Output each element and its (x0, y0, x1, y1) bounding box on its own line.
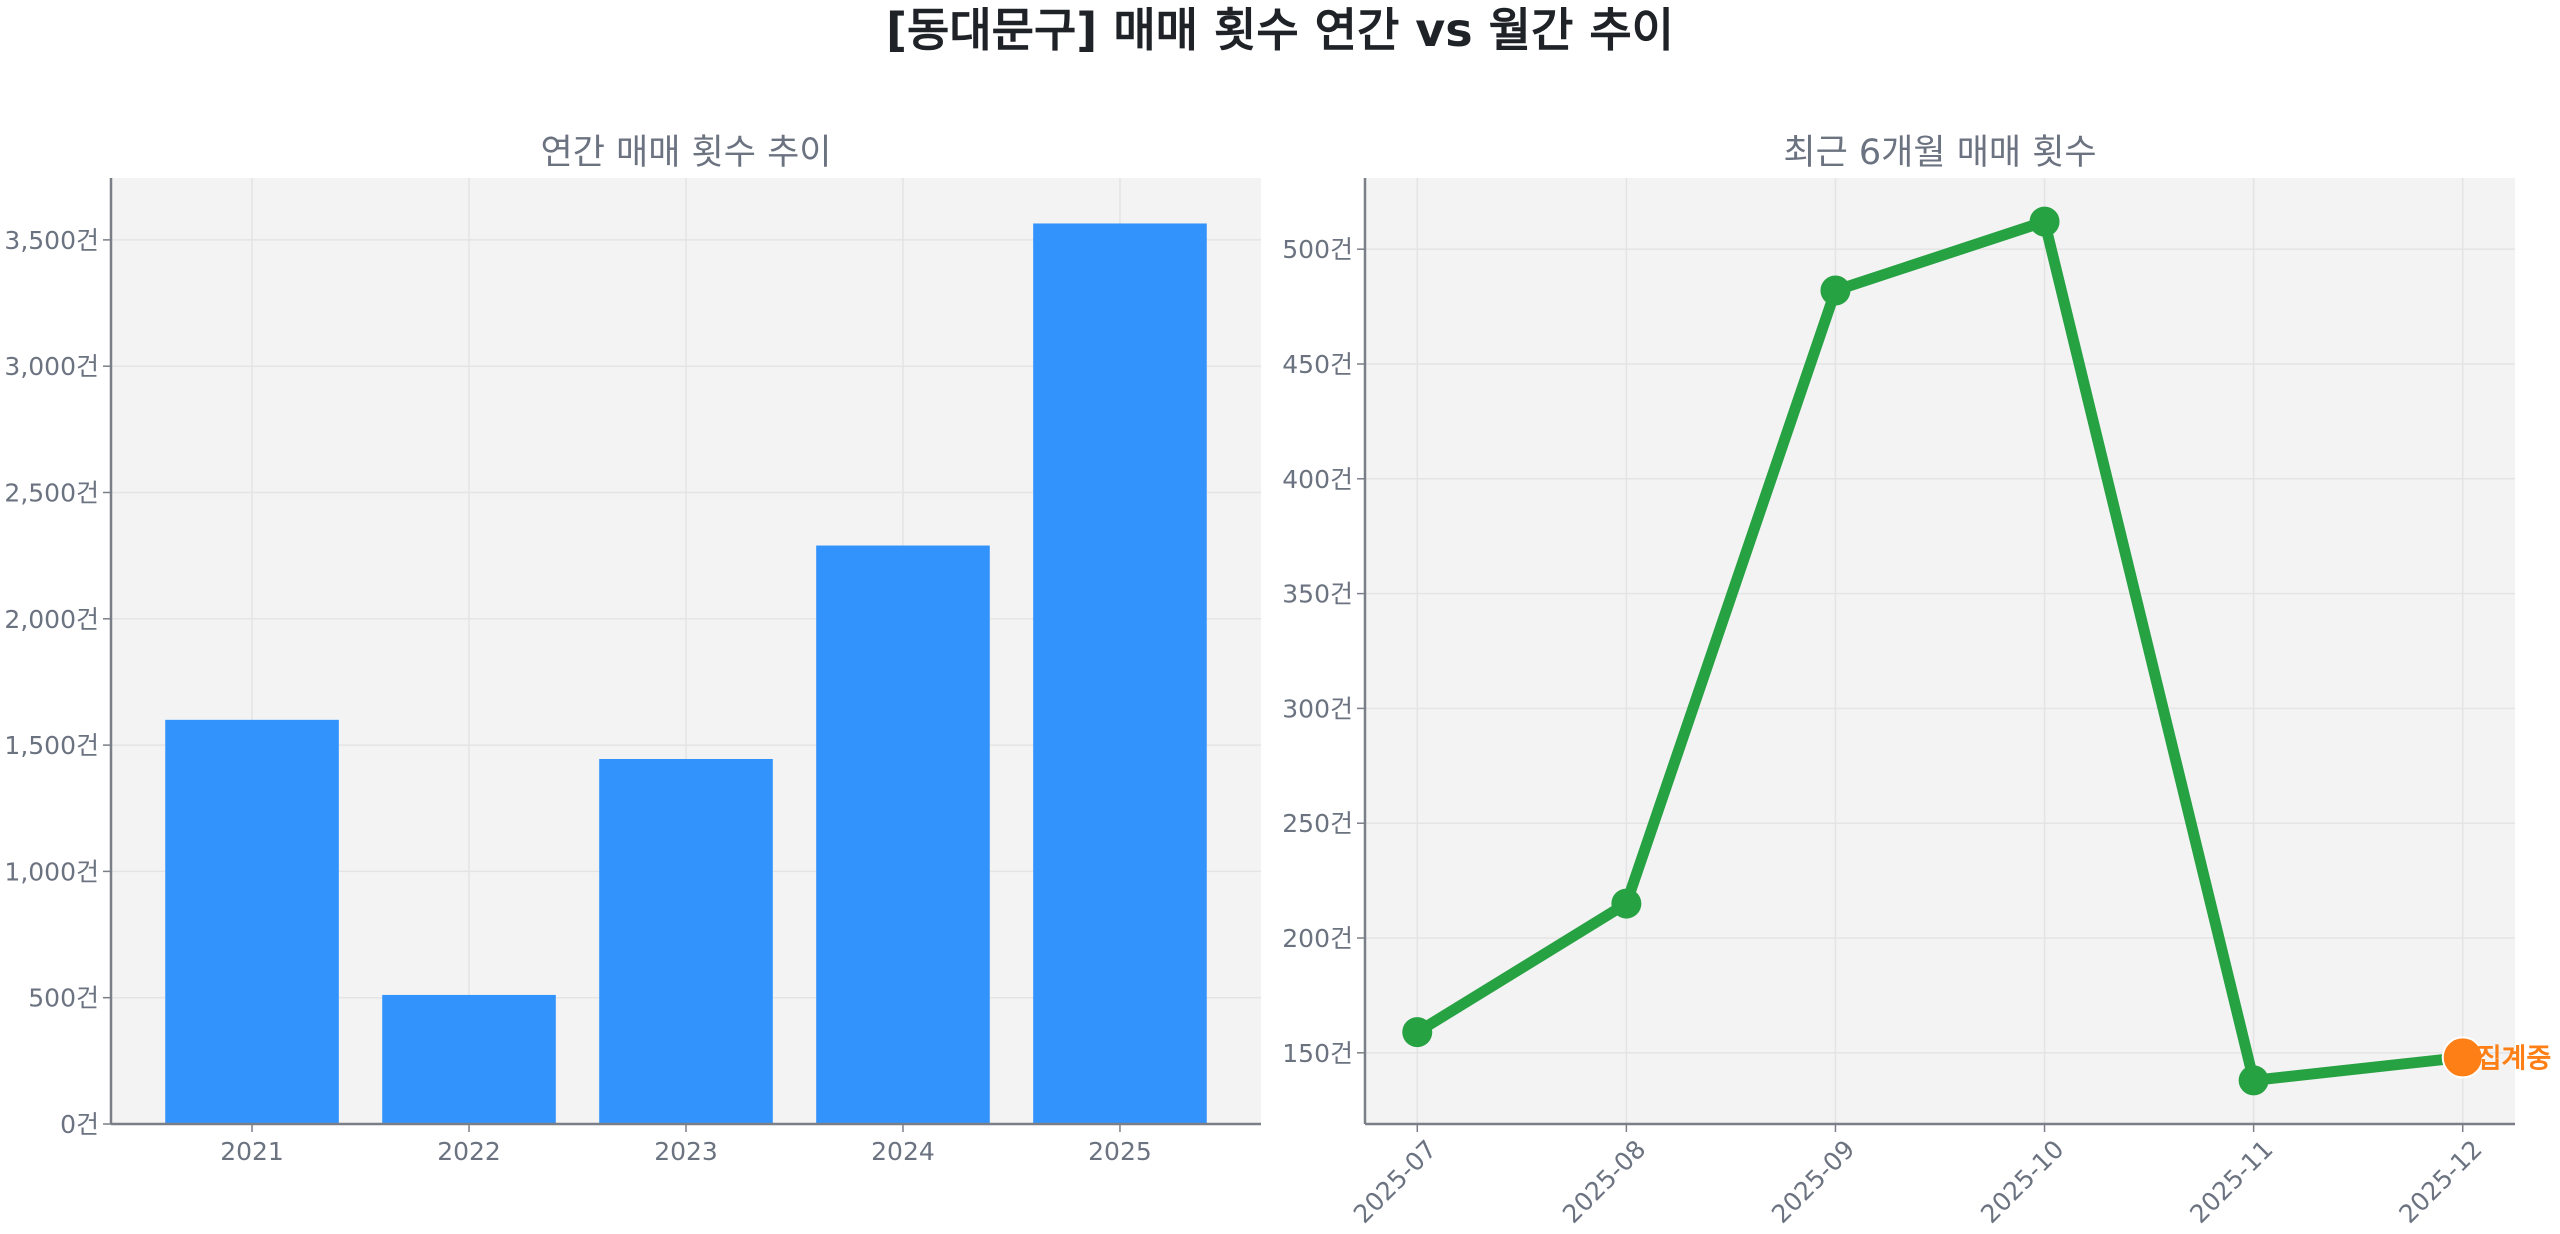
data-point (1611, 888, 1642, 919)
annual-bar-chart: 0건 500건 1,000건 1,500건 2,000건 2,500건 3,000건 3,50… (4, 133, 1261, 1166)
x-tick-label: 2021 (220, 1137, 284, 1166)
series-line (1414, 216, 2464, 1086)
chart-title: 최근 6개월 매매 횟수 (1783, 133, 2096, 173)
bar-2023 (599, 758, 773, 1124)
x-tick-label: 2025-07 (1348, 1134, 1442, 1228)
data-point (1402, 1017, 1433, 1048)
plot-area (1365, 178, 2515, 1124)
data-point (1820, 275, 1851, 306)
data-point (2029, 206, 2060, 237)
x-tick-label: 2025-10 (1975, 1134, 2069, 1228)
annotation-label: 집계중 (2477, 1043, 2552, 1074)
y-tick-label: 1,500건 (4, 731, 99, 760)
y-tick-label: 350건 (1282, 580, 1353, 609)
x-tick-label: 2025-08 (1557, 1134, 1651, 1228)
data-point (2238, 1065, 2269, 1096)
y-tick-label: 250건 (1282, 809, 1353, 838)
y-tick-label: 400건 (1282, 465, 1353, 494)
chart-title: 연간 매매 횟수 추이 (541, 133, 832, 173)
x-tick-label: 2025 (1088, 1137, 1152, 1166)
y-tick-label: 3,500건 (4, 226, 99, 255)
y-tick-label: 1,000건 (4, 857, 99, 886)
x-tick-label: 2023 (654, 1137, 718, 1166)
bar-2021 (165, 719, 339, 1124)
monthly-line-chart: 150건 200건 250건 300건 350건 400건 450건 500건 최근 6개월 매… (1282, 133, 2551, 1229)
y-tick-label: 0건 (60, 1110, 99, 1139)
figure-title: [동대문구] 매매 횟수 연간 vs 월간 추이 (886, 3, 1674, 57)
y-tick-label: 500건 (28, 984, 99, 1013)
bar-2024 (816, 545, 990, 1124)
bar-2025 (1033, 223, 1207, 1124)
y-tick-label: 150건 (1282, 1039, 1353, 1068)
y-tick-label: 500건 (1282, 235, 1353, 264)
x-tick-label: 2024 (871, 1137, 935, 1166)
y-tick-label: 300건 (1282, 694, 1353, 723)
y-tick-label: 200건 (1282, 924, 1353, 953)
x-tick-label: 2025-09 (1766, 1134, 1860, 1228)
highlight-point (2441, 1036, 2484, 1079)
x-tick-label: 2022 (437, 1137, 501, 1166)
y-tick-label: 450건 (1282, 350, 1353, 379)
x-tick-label: 2025-12 (2393, 1134, 2487, 1228)
x-tick-label: 2025-11 (2184, 1134, 2278, 1228)
y-tick-label: 2,000건 (4, 605, 99, 634)
y-tick-label: 3,000건 (4, 352, 99, 381)
bar-2022 (382, 994, 556, 1124)
y-tick-label: 2,500건 (4, 478, 99, 507)
